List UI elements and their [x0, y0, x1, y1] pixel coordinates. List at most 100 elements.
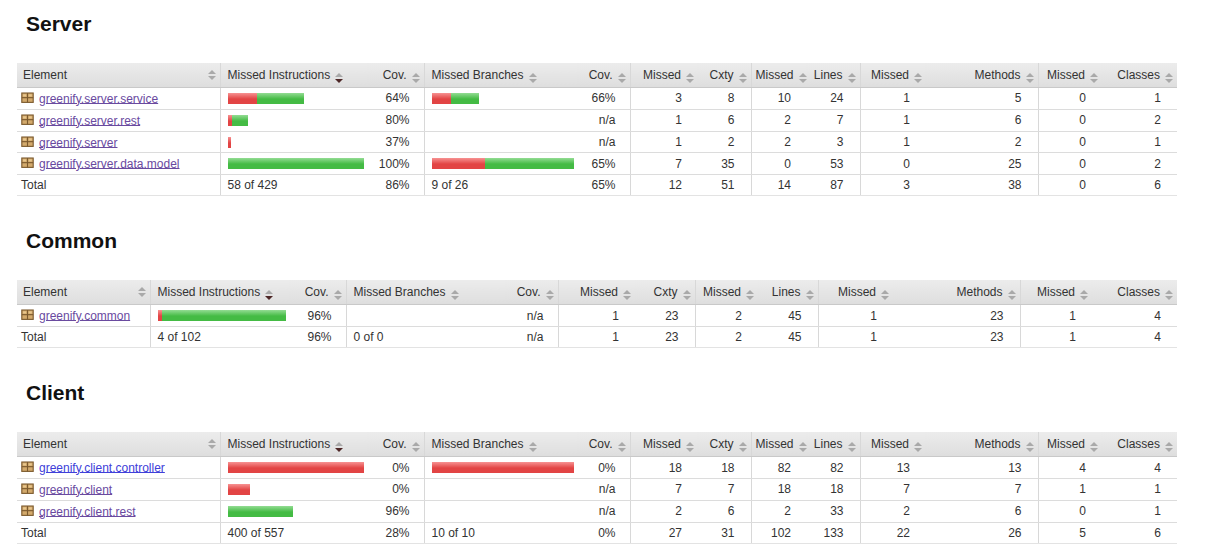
section-title: Client — [26, 381, 1182, 405]
column-header-missed-instructions-1[interactable]: Missed Instructions — [220, 432, 368, 457]
package-name: greenify.server.service — [39, 92, 158, 106]
column-header-cxty-6[interactable]: Cxty — [698, 432, 751, 457]
column-label: Missed Branches — [432, 68, 524, 82]
element-cell: greenify.common — [17, 305, 150, 327]
column-header-cov-2[interactable]: Cov. — [290, 280, 346, 305]
metric-cell: 10 — [751, 88, 807, 110]
total-instruction-coverage: 28% — [368, 522, 424, 543]
column-header-element-0[interactable]: Element — [17, 432, 220, 457]
package-row: greenify.server.data.model100%65%7350530… — [17, 153, 1177, 175]
bar-cell — [424, 457, 578, 479]
column-header-missed-7[interactable]: Missed — [751, 432, 807, 457]
metric-cell: 35 — [698, 153, 751, 175]
bar-cell — [220, 153, 368, 175]
total-row: Total4 of 10296%0 of 0n/a12324512314 — [17, 327, 1177, 348]
column-header-missed-9[interactable]: Missed — [860, 432, 926, 457]
metric-cell: 18 — [630, 457, 698, 479]
coverage-table: Element Missed Instructions Cov. Missed Bra… — [17, 280, 1177, 348]
missed-bar-segment — [228, 93, 257, 104]
total-metric-cell: 26 — [926, 522, 1038, 543]
column-header-missed-branches-3[interactable]: Missed Branches — [346, 280, 506, 305]
column-header-lines-8[interactable]: Lines — [807, 432, 860, 457]
column-header-cov-4[interactable]: Cov. — [578, 63, 630, 88]
total-branch-coverage: 0% — [578, 522, 630, 543]
column-header-classes-12[interactable]: Classes — [1102, 432, 1177, 457]
column-header-missed-11[interactable]: Missed — [1038, 63, 1102, 88]
metric-cell: 2 — [1102, 109, 1177, 131]
column-header-cxty-6[interactable]: Cxty — [635, 280, 695, 305]
column-header-missed-branches-3[interactable]: Missed Branches — [424, 432, 578, 457]
column-header-missed-7[interactable]: Missed — [751, 63, 807, 88]
package-link[interactable]: greenify.server.data.model — [21, 156, 180, 170]
column-label: Classes — [1117, 437, 1160, 451]
column-header-lines-8[interactable]: Lines — [758, 280, 818, 305]
coverage-bar — [228, 137, 365, 148]
package-link[interactable]: greenify.server.rest — [21, 113, 140, 127]
total-metric-cell: 27 — [630, 522, 698, 543]
column-header-missed-9[interactable]: Missed — [818, 280, 893, 305]
column-header-cxty-6[interactable]: Cxty — [698, 63, 751, 88]
column-header-methods-10[interactable]: Methods — [926, 432, 1038, 457]
branch-coverage-percent: n/a — [578, 131, 630, 153]
package-link[interactable]: greenify.server.service — [21, 91, 158, 105]
column-header-missed-9[interactable]: Missed — [860, 63, 926, 88]
column-label: Missed — [1047, 68, 1085, 82]
sort-icon — [451, 290, 459, 300]
column-label: Cxty — [710, 68, 734, 82]
section-title: Common — [26, 229, 1182, 253]
column-label: Missed — [1037, 285, 1075, 299]
column-header-missed-5[interactable]: Missed — [630, 63, 698, 88]
column-label: Cov. — [383, 68, 407, 82]
column-header-methods-10[interactable]: Methods — [926, 63, 1038, 88]
column-header-missed-instructions-1[interactable]: Missed Instructions — [220, 63, 368, 88]
column-header-missed-5[interactable]: Missed — [558, 280, 635, 305]
sort-icon — [746, 290, 754, 300]
covered-bar-segment — [232, 115, 248, 126]
sort-icon — [335, 73, 343, 83]
column-header-missed-instructions-1[interactable]: Missed Instructions — [150, 280, 290, 305]
column-label: Methods — [974, 437, 1020, 451]
sort-icon — [848, 73, 856, 83]
instruction-coverage-percent: 64% — [368, 88, 424, 110]
column-header-methods-10[interactable]: Methods — [893, 280, 1020, 305]
element-cell: greenify.server.rest — [17, 109, 220, 131]
column-label: Cov. — [305, 285, 329, 299]
package-link[interactable]: greenify.client.rest — [21, 504, 136, 518]
column-label: Element — [23, 285, 67, 299]
sort-icon — [618, 442, 626, 452]
package-link[interactable]: greenify.client.controller — [21, 460, 165, 474]
bar-cell — [424, 109, 578, 131]
package-link[interactable]: greenify.common — [21, 308, 130, 322]
metric-cell: 7 — [698, 478, 751, 500]
package-link[interactable]: greenify.server — [21, 135, 117, 149]
column-header-element-0[interactable]: Element — [17, 280, 150, 305]
column-header-missed-5[interactable]: Missed — [630, 432, 698, 457]
missed-bar-segment — [432, 462, 574, 473]
coverage-bar — [228, 158, 365, 169]
bar-cell — [220, 109, 368, 131]
metric-cell: 1 — [630, 109, 698, 131]
column-header-classes-12[interactable]: Classes — [1092, 280, 1177, 305]
missed-bar-segment — [432, 93, 451, 104]
total-metric-cell: 133 — [807, 522, 860, 543]
sort-icon — [806, 290, 814, 300]
column-label: Missed Branches — [354, 285, 446, 299]
column-header-missed-branches-3[interactable]: Missed Branches — [424, 63, 578, 88]
column-header-cov-2[interactable]: Cov. — [368, 432, 424, 457]
column-header-classes-12[interactable]: Classes — [1102, 63, 1177, 88]
column-header-element-0[interactable]: Element — [17, 63, 220, 88]
package-row: greenify.server.service64%66%3810241501 — [17, 88, 1177, 110]
instruction-coverage-percent: 0% — [368, 478, 424, 500]
package-link[interactable]: greenify.client — [21, 482, 112, 496]
column-header-lines-8[interactable]: Lines — [807, 63, 860, 88]
column-header-cov-4[interactable]: Cov. — [578, 432, 630, 457]
element-cell: greenify.client — [17, 478, 220, 500]
column-header-cov-4[interactable]: Cov. — [506, 280, 558, 305]
total-metric-cell: 5 — [1038, 522, 1102, 543]
column-header-missed-7[interactable]: Missed — [695, 280, 758, 305]
column-header-missed-11[interactable]: Missed — [1020, 280, 1092, 305]
column-header-cov-2[interactable]: Cov. — [368, 63, 424, 88]
column-header-missed-11[interactable]: Missed — [1038, 432, 1102, 457]
section-title: Server — [26, 12, 1182, 36]
metric-cell: 1 — [1102, 88, 1177, 110]
